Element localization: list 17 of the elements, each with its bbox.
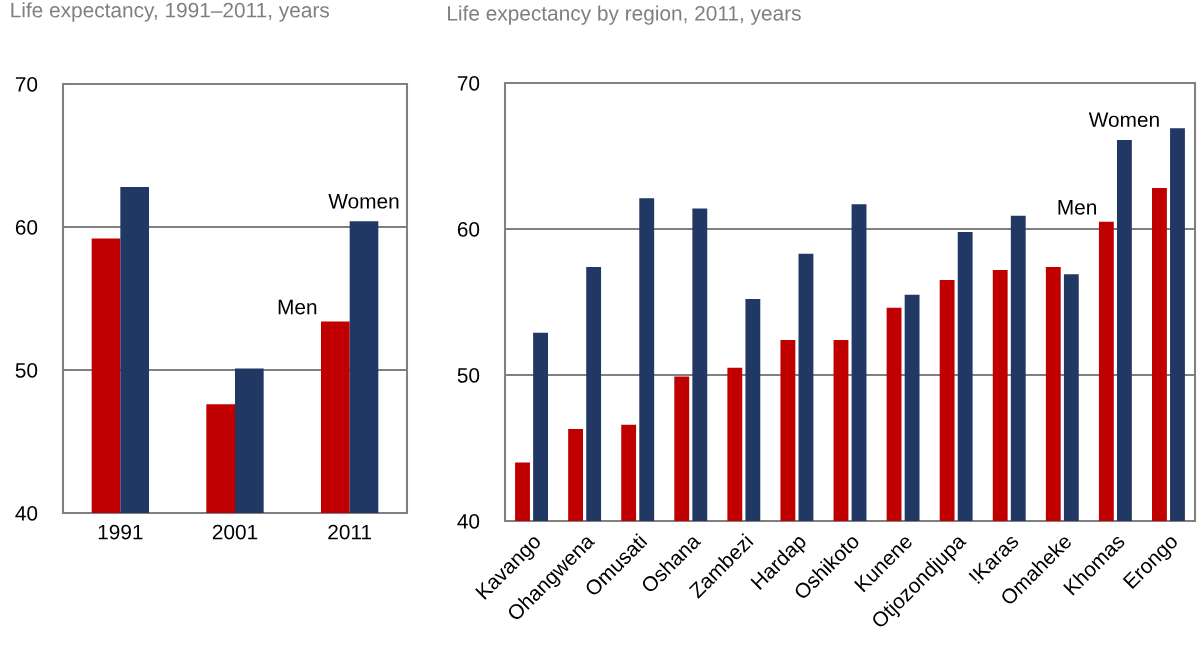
y-tick-label: 70 xyxy=(15,77,38,92)
series-label: Women xyxy=(1088,112,1159,128)
y-tick-label: 50 xyxy=(15,363,38,378)
chart-title: Life expectancy by region, 2011, years xyxy=(448,5,801,25)
x-tick-label: 2011 xyxy=(328,524,372,540)
y-tick-label: 70 xyxy=(457,76,480,91)
y-tick-label: 50 xyxy=(457,368,480,383)
y-tick-label: 60 xyxy=(15,220,38,235)
series-label: Men xyxy=(1058,200,1096,215)
x-tick-label: 1991 xyxy=(98,524,143,540)
y-tick-label: 40 xyxy=(15,506,38,521)
series-label: Women xyxy=(328,194,399,209)
y-tick-label: 60 xyxy=(457,222,480,237)
y-tick-label: 40 xyxy=(457,514,480,529)
series-label: Men xyxy=(278,299,317,315)
chart-title: Life expectancy, 1991–2011, years xyxy=(11,2,329,22)
x-tick-label: 2001 xyxy=(212,524,258,540)
